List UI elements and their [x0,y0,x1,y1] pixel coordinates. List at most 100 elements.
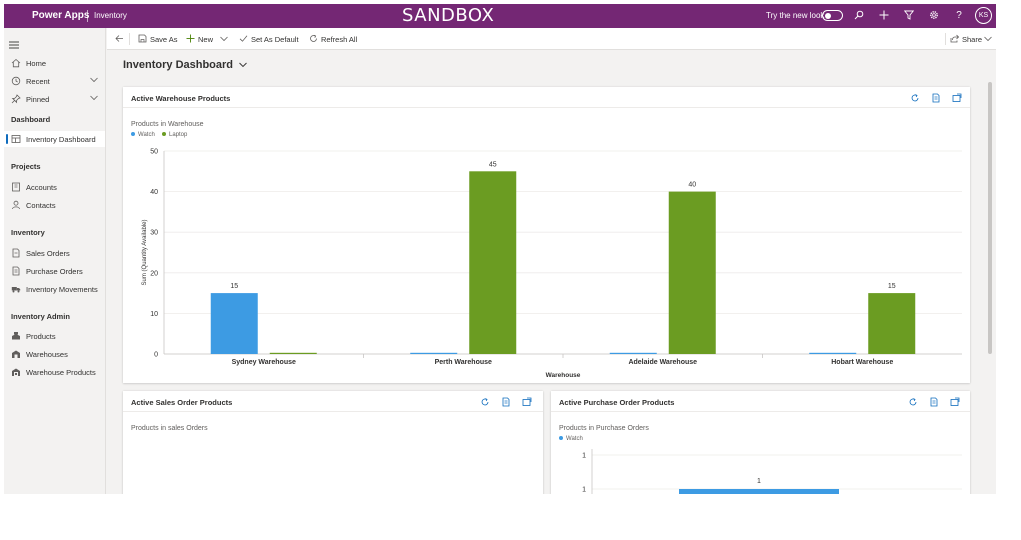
expand-icon[interactable] [950,397,960,407]
command-divider [129,33,130,45]
y-tick-label: 20 [150,270,158,277]
chevron-down-icon [984,36,992,42]
hamburger-icon[interactable] [9,36,19,54]
expand-icon[interactable] [952,93,962,103]
refresh-all-label: Refresh All [321,35,358,44]
legend-label: Laptop [169,132,188,138]
person-icon [12,200,20,210]
card-title: Active Sales Order Products [131,398,233,407]
y-tick-label: 30 [150,230,158,237]
warehouse-chart: 0 10 20 30 40 50 Sydney Warehouse 15 Perth Wareh… [142,149,962,379]
legend-item-watch[interactable]: Watch [559,436,583,442]
sidebar-section-inventory-admin: Inventory Admin [11,312,70,321]
pin-icon [11,94,21,104]
sidebar-item-inventory-dashboard[interactable]: Inventory Dashboard [4,131,105,147]
y-axis-title: Sum (Quantity Available) [142,220,148,286]
sidebar-item-label: Pinned [26,95,50,104]
command-bar: Save As New Set As Default Refresh All S… [107,28,996,50]
truck-icon [11,287,21,293]
main-scrollbar[interactable] [988,82,992,354]
share-label: Share [962,35,983,44]
purchase-order-products-card: Active Purchase Order Products Products … [551,391,970,494]
app-launcher-icon[interactable] [8,7,24,23]
environment-banner: SANDBOX [402,5,495,26]
plus-icon[interactable] [876,7,892,23]
view-records-icon[interactable] [931,93,941,103]
sidebar-item-contacts[interactable]: Contacts [4,197,105,213]
chevron-down-icon[interactable] [90,95,98,101]
sidebar-item-home[interactable]: Home [4,55,105,71]
bar-laptop [469,171,517,354]
view-records-icon[interactable] [501,397,511,407]
sidebar-item-recent[interactable]: Recent [4,73,105,89]
page-title-text: Inventory Dashboard [123,59,234,71]
sidebar-item-warehouse-products[interactable]: Warehouse Products [4,364,105,380]
gear-icon[interactable] [926,7,942,23]
refresh-icon [310,34,317,42]
sidebar-section-inventory: Inventory [11,228,45,237]
sidebar-item-label: Products [26,332,56,341]
avatar[interactable]: KS [975,7,992,24]
bar-watch [609,352,657,354]
sidebar-item-pinned[interactable]: Pinned [4,91,105,107]
plus-icon [186,34,195,43]
purchase-chart: 1 1 1 [582,449,962,494]
refresh-icon[interactable] [480,397,490,407]
bar-watch [210,293,258,354]
x-tick-label: Perth Warehouse [435,359,492,366]
sales-order-products-card: Active Sales Order Products Products in … [123,391,543,494]
warehouse-icon [12,350,20,358]
view-records-icon[interactable] [929,397,939,407]
filter-icon[interactable] [901,7,917,23]
chevron-down-icon[interactable] [90,77,98,83]
sidebar-item-warehouses[interactable]: Warehouses [4,346,105,362]
document-icon [12,248,20,258]
sidebar-item-inventory-movements[interactable]: Inventory Movements [4,281,105,297]
warehouse-icon [12,368,20,376]
bar-laptop [668,191,716,354]
y-tick-label: 50 [150,149,158,156]
expand-icon[interactable] [522,397,532,407]
x-tick-label: Sydney Warehouse [232,359,296,366]
card-separator [551,411,970,412]
sidebar-item-sales-orders[interactable]: Sales Orders [4,245,105,261]
toggle-knob [825,12,831,19]
checkmark-icon [239,35,248,42]
sidebar-section-projects: Projects [11,162,41,171]
sidebar-item-label: Contacts [26,201,56,210]
page-title[interactable]: Inventory Dashboard [123,59,247,71]
sidebar-item-label: Inventory Movements [26,285,98,294]
bar-watch [809,352,857,354]
search-icon[interactable] [851,7,867,23]
app-brand[interactable]: Power Apps [32,10,90,21]
sidebar-item-label: Sales Orders [26,249,70,258]
sidebar-item-products[interactable]: Products [4,328,105,344]
document-icon [12,266,20,276]
sidebar-item-purchase-orders[interactable]: Purchase Orders [4,263,105,279]
legend-item-laptop[interactable]: Laptop [162,132,187,138]
sidebar-item-accounts[interactable]: Accounts [4,179,105,195]
x-axis-title: Warehouse [546,372,581,379]
sidebar-item-label: Recent [26,77,50,86]
sidebar-item-label: Purchase Orders [26,267,83,276]
y-tick-label: 10 [150,311,158,318]
app-name[interactable]: Inventory [94,11,127,20]
help-icon[interactable]: ? [956,9,962,21]
arrow-left-icon [115,35,123,42]
legend-item-watch[interactable]: Watch [131,132,155,138]
legend-label: Watch [138,132,155,138]
home-icon [11,58,21,68]
legend-dot [131,132,135,137]
data-label: 15 [230,283,238,290]
legend-dot [162,132,166,137]
chart-title: Products in sales Orders [131,425,208,432]
refresh-icon[interactable] [910,93,920,103]
new-look-toggle[interactable] [822,10,843,21]
chevron-down-icon[interactable] [239,62,247,68]
sidebar-item-label: Inventory Dashboard [26,135,96,144]
bar-watch [410,352,458,354]
active-indicator [6,134,8,144]
refresh-icon[interactable] [908,397,918,407]
card-separator [123,411,543,412]
save-as-icon [138,34,147,43]
